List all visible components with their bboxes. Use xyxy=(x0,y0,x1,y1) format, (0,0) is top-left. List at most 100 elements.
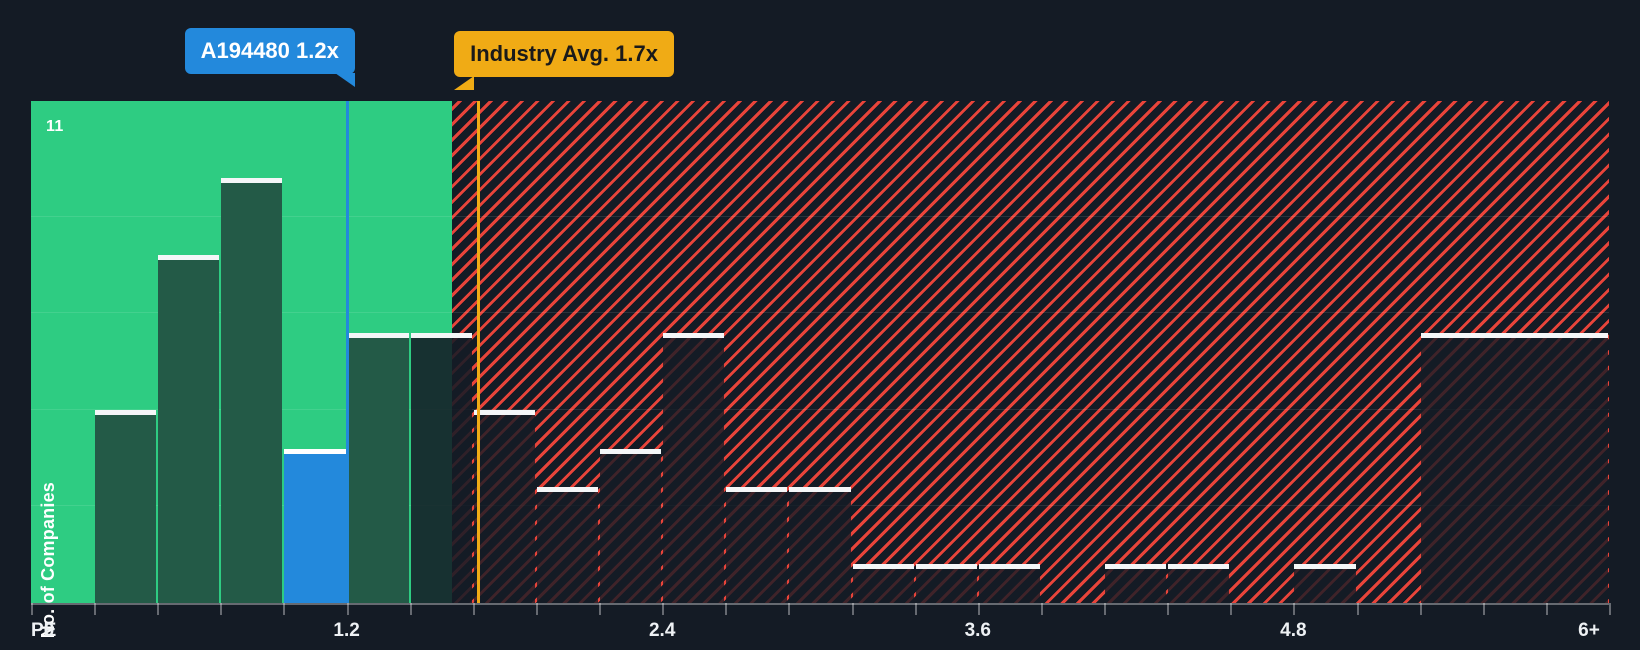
x-axis-tick xyxy=(1482,603,1485,615)
histogram-bar[interactable] xyxy=(347,332,409,603)
x-axis-tick xyxy=(662,603,665,615)
bar-body xyxy=(600,452,662,603)
x-axis-tick xyxy=(599,603,602,615)
x-axis-tick-label: 6+ xyxy=(1578,620,1600,641)
x-axis-tick xyxy=(1609,603,1611,615)
industry-avg-callout[interactable]: Industry Avg. 1.7x xyxy=(454,31,674,90)
bar-top-cap xyxy=(1420,332,1608,338)
x-axis-tick-label: 3.6 xyxy=(964,620,992,641)
bar-body xyxy=(158,259,220,603)
histogram-bar[interactable] xyxy=(1105,564,1167,603)
x-axis-tick xyxy=(1293,603,1296,615)
gridline xyxy=(31,312,1609,314)
histogram-bar[interactable] xyxy=(663,332,725,603)
plot-area xyxy=(31,101,1609,603)
bar-body xyxy=(663,336,725,603)
histogram-bar[interactable] xyxy=(158,255,220,603)
bar-top-cap xyxy=(600,448,662,454)
bar-top-cap xyxy=(915,564,977,570)
x-axis-tick xyxy=(1230,603,1233,615)
bar-body xyxy=(726,491,788,603)
company-pe-callout-label: A194480 1.2x xyxy=(200,38,339,63)
x-axis-tick xyxy=(1104,603,1107,615)
bar-body xyxy=(221,182,283,603)
x-axis-tick xyxy=(788,603,791,615)
x-axis-tick xyxy=(31,603,33,615)
x-axis-tick xyxy=(1545,603,1548,615)
x-axis-tick xyxy=(725,603,728,615)
bar-body xyxy=(1294,568,1356,603)
x-axis-tick-label: 1.2 xyxy=(333,620,360,641)
max-count-label: 11 xyxy=(46,118,64,135)
x-axis-line xyxy=(31,603,1609,605)
histogram-bar[interactable] xyxy=(95,409,157,603)
bar-body xyxy=(410,336,472,603)
industry-avg-marker-line xyxy=(477,101,481,603)
bar-body xyxy=(536,491,599,603)
bar-body xyxy=(789,491,851,603)
bar-body xyxy=(95,413,157,603)
x-axis-tick-label: 2.4 xyxy=(648,620,676,641)
histogram-bar[interactable] xyxy=(600,448,662,603)
histogram-bar[interactable] xyxy=(1168,564,1230,603)
callout-tail xyxy=(454,76,475,90)
bar-body xyxy=(1420,336,1608,603)
x-axis-tick xyxy=(1167,603,1170,615)
bar-body xyxy=(347,336,409,603)
x-axis-tick xyxy=(851,603,854,615)
callout-tail xyxy=(334,73,355,87)
histogram-bar[interactable] xyxy=(789,487,851,603)
bar-body xyxy=(473,413,535,603)
bar-top-cap xyxy=(978,564,1040,570)
x-axis-tick xyxy=(283,603,286,615)
bar-body xyxy=(1168,568,1230,603)
histogram-bar[interactable] xyxy=(852,564,914,603)
x-axis-title: PE xyxy=(31,620,57,641)
histogram-bar[interactable] xyxy=(536,487,599,603)
x-axis-tick xyxy=(472,603,475,615)
histogram-bar[interactable] xyxy=(221,178,283,603)
bar-top-cap xyxy=(1294,564,1356,570)
x-axis-tick-label: 4.8 xyxy=(1280,620,1307,641)
bar-top-cap xyxy=(536,487,599,493)
bar-top-cap xyxy=(789,487,851,493)
histogram-bar[interactable] xyxy=(410,332,472,603)
bar-top-cap xyxy=(347,332,409,338)
bar-top-cap xyxy=(284,448,346,454)
x-axis-tick xyxy=(1356,603,1359,615)
bar-body xyxy=(915,568,977,603)
bar-top-cap xyxy=(1105,564,1167,570)
gridline xyxy=(31,215,1609,217)
x-axis-tick xyxy=(409,603,412,615)
x-axis-tick xyxy=(157,603,160,615)
overvalued-hatched-zone xyxy=(451,101,1609,603)
bar-top-cap xyxy=(1168,564,1230,570)
histogram-bar[interactable] xyxy=(978,564,1040,603)
x-axis-tick xyxy=(535,603,538,615)
histogram-bar[interactable] xyxy=(284,448,346,603)
bar-top-cap xyxy=(158,255,220,261)
histogram-bar[interactable] xyxy=(1420,332,1608,603)
bar-top-cap xyxy=(726,487,788,493)
industry-avg-callout-label: Industry Avg. 1.7x xyxy=(470,41,658,66)
histogram-bar[interactable] xyxy=(473,409,535,603)
x-axis-tick-label: 0 xyxy=(43,620,55,641)
bar-body xyxy=(852,568,914,603)
x-axis-tick xyxy=(94,603,97,615)
histogram-bar[interactable] xyxy=(915,564,977,603)
x-axis-tick xyxy=(1419,603,1422,615)
histogram-bar[interactable] xyxy=(1294,564,1356,603)
x-axis-tick xyxy=(914,603,917,615)
bar-body xyxy=(1105,568,1167,603)
x-axis-tick xyxy=(346,603,349,615)
bar-top-cap xyxy=(473,409,535,415)
bar-top-cap xyxy=(410,332,472,338)
gridline xyxy=(31,408,1609,410)
histogram-bar[interactable] xyxy=(726,487,788,603)
company-pe-callout[interactable]: A194480 1.2x xyxy=(184,28,355,87)
bar-top-cap xyxy=(95,409,157,415)
bar-body xyxy=(978,568,1040,603)
x-axis-tick xyxy=(220,603,223,615)
bar-top-cap xyxy=(221,178,283,184)
